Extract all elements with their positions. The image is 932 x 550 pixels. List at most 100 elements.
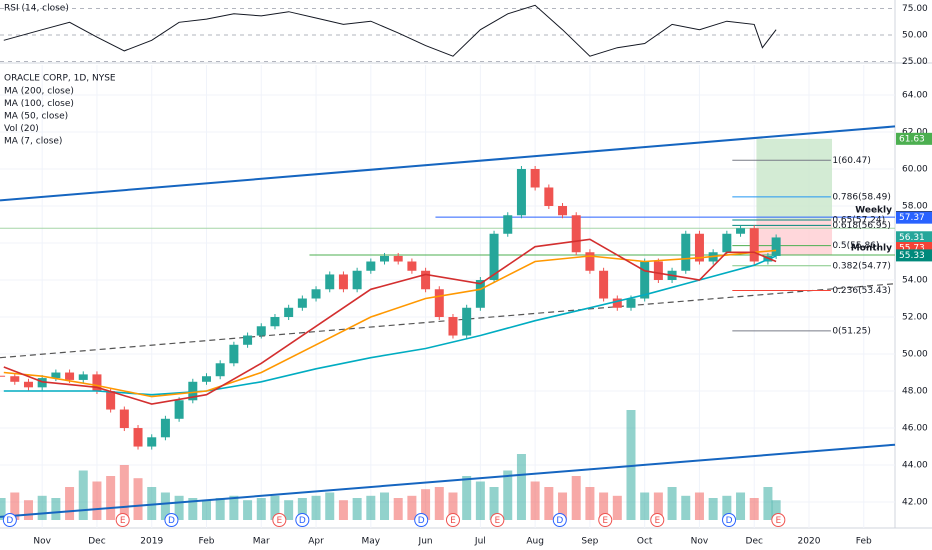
candle <box>544 187 554 206</box>
candle <box>311 289 321 299</box>
event-label: D <box>168 516 175 526</box>
event-label: D <box>418 516 425 526</box>
event-label: D <box>6 516 13 526</box>
candle <box>489 233 499 281</box>
volume-bar <box>188 498 198 520</box>
candle <box>284 307 294 318</box>
volume-bar <box>366 495 376 520</box>
event-label: E <box>277 516 283 526</box>
candle <box>215 363 225 377</box>
fib-label: 0.5(55.86) <box>832 241 879 251</box>
candle <box>694 233 704 262</box>
candle <box>106 391 116 410</box>
volume-bar <box>284 500 294 520</box>
price-label: 55.73 <box>899 243 925 253</box>
candle <box>133 428 143 447</box>
volume-bar <box>407 495 417 520</box>
fib-label: 0(51.25) <box>832 326 871 336</box>
volume-bar <box>0 498 6 520</box>
y-tick-label: 46.00 <box>902 424 928 434</box>
x-tick-label: May <box>362 537 381 547</box>
volume-bar <box>119 465 129 520</box>
candle <box>174 400 184 419</box>
price-label-bg <box>896 249 932 262</box>
candle <box>749 228 759 262</box>
y-tick-label: 64.00 <box>902 90 928 100</box>
line-label: Monthly <box>851 244 892 254</box>
volume-bar <box>65 487 75 520</box>
candle <box>37 378 47 388</box>
candle <box>51 372 61 379</box>
event-marker <box>295 513 310 527</box>
candle <box>338 274 348 290</box>
volume-bar <box>297 498 307 520</box>
candle <box>530 168 540 188</box>
volume-bar <box>736 492 746 520</box>
y-tick-label: 58.00 <box>902 201 928 211</box>
volume-bar <box>462 476 472 520</box>
x-tick-label: Jul <box>474 537 486 547</box>
volume-bar <box>722 495 732 520</box>
event-label: E <box>495 516 501 526</box>
event-marker <box>414 513 429 527</box>
volume-bar <box>667 487 677 520</box>
candle <box>434 289 444 318</box>
axes: 25.00 50.00 75.00 RSI (14, close) 42.00 44.00… <box>2 4 932 547</box>
price-label: 55.33 <box>899 251 925 261</box>
x-tick-label: Feb <box>199 537 215 547</box>
candle <box>516 168 526 216</box>
volume-bar <box>147 487 157 520</box>
volume-bar <box>393 498 403 520</box>
candle <box>92 374 102 392</box>
candle <box>681 233 691 271</box>
volume-bar <box>160 492 170 520</box>
volume-bar <box>201 500 211 520</box>
legend-entry: Vol (20) <box>4 124 39 134</box>
event-marker <box>771 513 786 527</box>
price-label-bg <box>896 231 932 244</box>
volume-bar <box>749 498 759 520</box>
volume-bar <box>503 470 513 520</box>
candle <box>243 335 253 345</box>
price-label: 56.31 <box>899 233 925 243</box>
legend-entry: MA (100, close) <box>4 99 74 109</box>
volume-bar <box>475 481 485 520</box>
volume-bar <box>311 495 321 520</box>
candle <box>366 261 376 271</box>
candle <box>475 280 485 308</box>
fib-label: 0.236(53.43) <box>832 286 891 296</box>
volume-bar <box>681 495 691 520</box>
y-tick-label: 52.00 <box>902 313 928 323</box>
overlays: 1(60.47) 0.786(58.49) 0.65(57.24)0.618(56.… <box>0 125 896 518</box>
candle <box>78 374 88 380</box>
event-marker <box>552 513 567 527</box>
candle <box>188 381 198 401</box>
candle <box>65 372 75 380</box>
y-tick-label: 50.00 <box>902 350 928 360</box>
candle <box>640 261 650 299</box>
volume-bar <box>771 500 781 520</box>
price-label-bg <box>896 211 932 224</box>
volume-bar <box>215 498 225 520</box>
volume-bar <box>544 487 554 520</box>
volume-bar <box>338 500 348 520</box>
volume-bar <box>434 487 444 520</box>
candle <box>160 418 170 438</box>
event-label: E <box>654 516 660 526</box>
candle <box>393 255 403 262</box>
volume-bar <box>270 495 280 520</box>
position-box <box>756 218 833 256</box>
moving-average <box>3 238 777 405</box>
volume-bar <box>599 492 609 520</box>
candle <box>270 317 280 327</box>
volume-bar <box>489 487 499 520</box>
fib-label: 0.382(54.77) <box>832 261 891 271</box>
candle <box>736 228 746 234</box>
fib-label: 1(60.47) <box>832 156 871 166</box>
event-label: E <box>602 516 608 526</box>
legend-entry: MA (50, close) <box>4 112 68 122</box>
event-marker <box>722 513 737 527</box>
volume-bar <box>174 495 184 520</box>
event-marker <box>164 513 179 527</box>
volume-bar <box>380 492 390 520</box>
